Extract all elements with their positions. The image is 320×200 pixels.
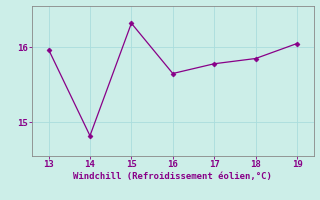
X-axis label: Windchill (Refroidissement éolien,°C): Windchill (Refroidissement éolien,°C) <box>73 172 272 181</box>
